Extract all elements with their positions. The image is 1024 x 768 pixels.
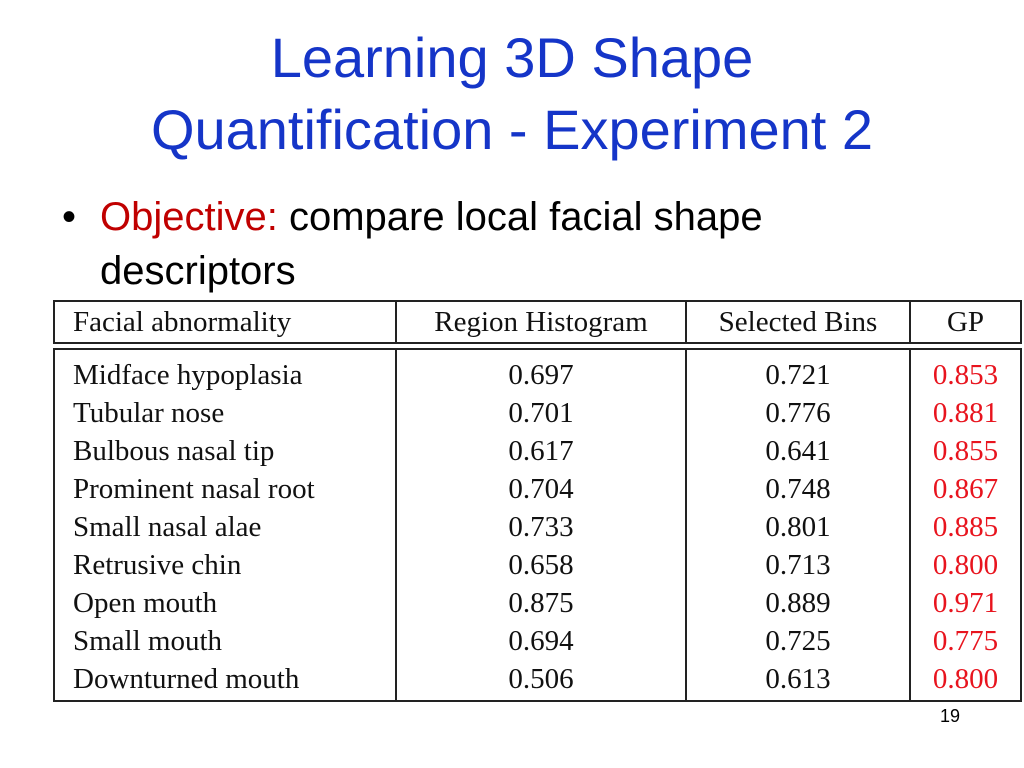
slide-title-line-2: Quantification - Experiment 2 bbox=[150, 98, 874, 161]
bullet-dot-icon: • bbox=[62, 195, 77, 239]
cell-selected-bins: 0.721 bbox=[685, 348, 911, 394]
cell-gp: 0.885 bbox=[909, 508, 1022, 546]
table-row: Downturned mouth 0.506 0.613 0.800 bbox=[53, 660, 1022, 702]
cell-gp: 0.855 bbox=[909, 432, 1022, 470]
cell-selected-bins: 0.801 bbox=[685, 508, 911, 546]
cell-selected-bins: 0.641 bbox=[685, 432, 911, 470]
page-number: 19 bbox=[940, 706, 961, 726]
cell-region-histogram: 0.697 bbox=[395, 348, 687, 394]
table-row: Tubular nose 0.701 0.776 0.881 bbox=[53, 394, 1022, 432]
slide-title: Learning 3D Shape Quantification - Exper… bbox=[0, 22, 1024, 166]
table-row: Retrusive chin 0.658 0.713 0.800 bbox=[53, 546, 1022, 584]
cell-abnormality: Bulbous nasal tip bbox=[53, 432, 397, 470]
table-row: Open mouth 0.875 0.889 0.971 bbox=[53, 584, 1022, 622]
table-row: Bulbous nasal tip 0.617 0.641 0.855 bbox=[53, 432, 1022, 470]
cell-region-histogram: 0.701 bbox=[395, 394, 687, 432]
cell-region-histogram: 0.506 bbox=[395, 660, 687, 702]
objective-label: Objective: bbox=[100, 195, 278, 239]
objective-description: compare local facial shape descriptors bbox=[100, 195, 763, 293]
cell-region-histogram: 0.875 bbox=[395, 584, 687, 622]
objective-text-block: Objective: compare local facial shape de… bbox=[100, 190, 962, 298]
cell-abnormality: Open mouth bbox=[53, 584, 397, 622]
cell-gp: 0.881 bbox=[909, 394, 1022, 432]
table-gap bbox=[54, 342, 1021, 350]
header-selected-bins: Selected Bins bbox=[685, 300, 911, 344]
cell-selected-bins: 0.613 bbox=[685, 660, 911, 702]
table-header-row: Facial abnormality Region Histogram Sele… bbox=[53, 300, 1022, 344]
cell-region-histogram: 0.617 bbox=[395, 432, 687, 470]
cell-selected-bins: 0.713 bbox=[685, 546, 911, 584]
cell-region-histogram: 0.694 bbox=[395, 622, 687, 660]
results-table: Facial abnormality Region Histogram Sele… bbox=[53, 300, 1022, 702]
header-gp: GP bbox=[909, 300, 1022, 344]
cell-selected-bins: 0.748 bbox=[685, 470, 911, 508]
table-row: Prominent nasal root 0.704 0.748 0.867 bbox=[53, 470, 1022, 508]
objective-bullet: • Objective: compare local facial shape … bbox=[62, 190, 962, 298]
header-region-histogram: Region Histogram bbox=[395, 300, 687, 344]
cell-abnormality: Tubular nose bbox=[53, 394, 397, 432]
cell-selected-bins: 0.889 bbox=[685, 584, 911, 622]
cell-gp: 0.853 bbox=[909, 348, 1022, 394]
cell-abnormality: Prominent nasal root bbox=[53, 470, 397, 508]
cell-abnormality: Retrusive chin bbox=[53, 546, 397, 584]
cell-gp: 0.800 bbox=[909, 660, 1022, 702]
cell-region-histogram: 0.704 bbox=[395, 470, 687, 508]
table-row: Small mouth 0.694 0.725 0.775 bbox=[53, 622, 1022, 660]
cell-abnormality: Small mouth bbox=[53, 622, 397, 660]
cell-selected-bins: 0.725 bbox=[685, 622, 911, 660]
header-facial-abnormality: Facial abnormality bbox=[53, 300, 397, 344]
cell-gp: 0.775 bbox=[909, 622, 1022, 660]
slide-title-line-1: Learning 3D Shape bbox=[270, 26, 754, 89]
cell-gp: 0.800 bbox=[909, 546, 1022, 584]
cell-abnormality: Downturned mouth bbox=[53, 660, 397, 702]
table-row: Small nasal alae 0.733 0.801 0.885 bbox=[53, 508, 1022, 546]
cell-selected-bins: 0.776 bbox=[685, 394, 911, 432]
cell-gp: 0.971 bbox=[909, 584, 1022, 622]
cell-abnormality: Midface hypoplasia bbox=[53, 348, 397, 394]
cell-gp: 0.867 bbox=[909, 470, 1022, 508]
cell-region-histogram: 0.658 bbox=[395, 546, 687, 584]
cell-region-histogram: 0.733 bbox=[395, 508, 687, 546]
table-row: Midface hypoplasia 0.697 0.721 0.853 bbox=[53, 348, 1022, 394]
cell-abnormality: Small nasal alae bbox=[53, 508, 397, 546]
